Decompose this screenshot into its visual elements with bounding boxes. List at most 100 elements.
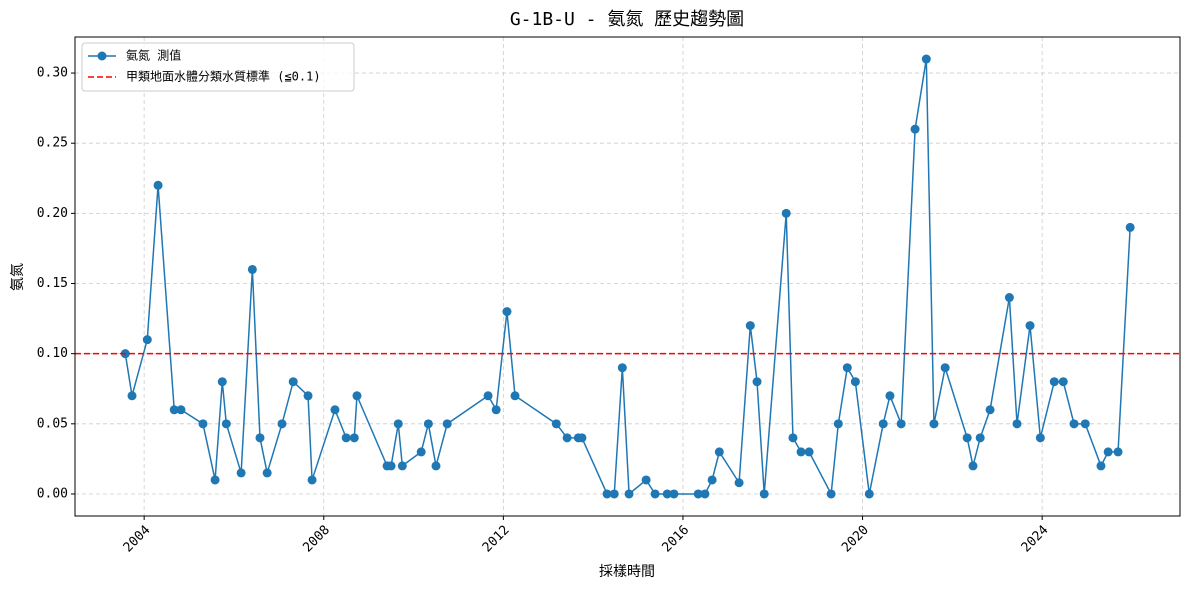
y-tick-label: 0.00 [37, 486, 68, 501]
data-point [940, 363, 950, 373]
data-point [247, 264, 257, 274]
data-point [1049, 377, 1059, 387]
data-point [423, 419, 433, 429]
legend-box [81, 42, 355, 92]
data-point [734, 478, 744, 488]
data-point [864, 489, 874, 499]
data-point [288, 377, 298, 387]
data-point [277, 419, 287, 429]
data-point [307, 475, 317, 485]
data-point [650, 489, 660, 499]
data-point [1113, 447, 1123, 457]
data-point [198, 419, 208, 429]
chart-title: G-1B-U - 氨氮 歷史趨勢圖 [510, 9, 744, 30]
data-point [142, 335, 152, 345]
data-point [255, 433, 265, 443]
data-point [442, 419, 452, 429]
data-point [1125, 222, 1135, 232]
data-point [693, 489, 703, 499]
series-line [124, 58, 1131, 497]
data-point [1058, 377, 1068, 387]
data-point [602, 489, 612, 499]
data-point [176, 405, 186, 415]
data-point [962, 433, 972, 443]
data-point [985, 405, 995, 415]
x-tick-label: 2016 [660, 523, 693, 556]
y-tick-label: 0.05 [37, 416, 68, 431]
data-point [752, 377, 762, 387]
data-point [1096, 461, 1106, 471]
data-point [968, 461, 978, 471]
data-point [921, 54, 931, 64]
data-point [910, 124, 920, 134]
data-point [341, 433, 351, 443]
data-point [262, 468, 272, 478]
legend-marker [97, 51, 107, 61]
data-point [842, 363, 852, 373]
y-tick-label: 0.30 [37, 66, 68, 81]
data-point [609, 489, 619, 499]
data-point [1025, 321, 1035, 331]
data-point [714, 447, 724, 457]
data-point [796, 447, 806, 457]
data-point [431, 461, 441, 471]
data-point [416, 447, 426, 457]
data-point [397, 461, 407, 471]
data-point [1103, 447, 1113, 457]
data-point [707, 475, 717, 485]
y-tick-label: 0.10 [37, 346, 68, 361]
legend-label: 氨氮 測值 [126, 48, 181, 63]
data-point [804, 447, 814, 457]
data-point [352, 391, 362, 401]
data-point [781, 208, 791, 218]
data-point [641, 475, 651, 485]
data-point [617, 363, 627, 373]
x-tick-label: 2004 [121, 523, 154, 556]
x-tick-label: 2008 [300, 523, 333, 556]
y-tick-label: 0.20 [37, 206, 68, 221]
data-point [759, 489, 769, 499]
x-tick-label: 2024 [1019, 523, 1052, 556]
data-point [885, 391, 895, 401]
data-point [153, 180, 163, 190]
data-point [788, 433, 798, 443]
data-point [483, 391, 493, 401]
data-point [217, 377, 227, 387]
data-point [303, 391, 313, 401]
legend-label: 甲類地面水體分類水質標準 (≦0.1) [126, 69, 321, 84]
x-tick-label: 2020 [839, 523, 872, 556]
data-point [878, 419, 888, 429]
data-point [833, 419, 843, 429]
data-point [896, 419, 906, 429]
y-tick-label: 0.15 [37, 276, 68, 291]
data-point [929, 419, 939, 429]
data-point [1069, 419, 1079, 429]
data-point [169, 405, 179, 415]
data-point [669, 489, 679, 499]
data-point [1080, 419, 1090, 429]
data-point [551, 419, 561, 429]
data-point [349, 433, 359, 443]
data-point [662, 489, 672, 499]
data-point [1012, 419, 1022, 429]
data-point [393, 419, 403, 429]
data-point [491, 405, 501, 415]
data-point [502, 307, 512, 317]
data-point [975, 433, 985, 443]
data-point [577, 433, 587, 443]
y-axis-label: 氨氮 [10, 263, 26, 291]
data-point [850, 377, 860, 387]
x-tick-label: 2012 [480, 523, 513, 556]
data-point [386, 461, 396, 471]
data-point [1035, 433, 1045, 443]
data-point [1004, 293, 1014, 303]
data-point [221, 419, 231, 429]
data-point [826, 489, 836, 499]
data-point [330, 405, 340, 415]
data-point [210, 475, 220, 485]
data-point [562, 433, 572, 443]
x-axis-label: 採樣時間 [599, 563, 655, 580]
data-point [624, 489, 634, 499]
data-point [700, 489, 710, 499]
